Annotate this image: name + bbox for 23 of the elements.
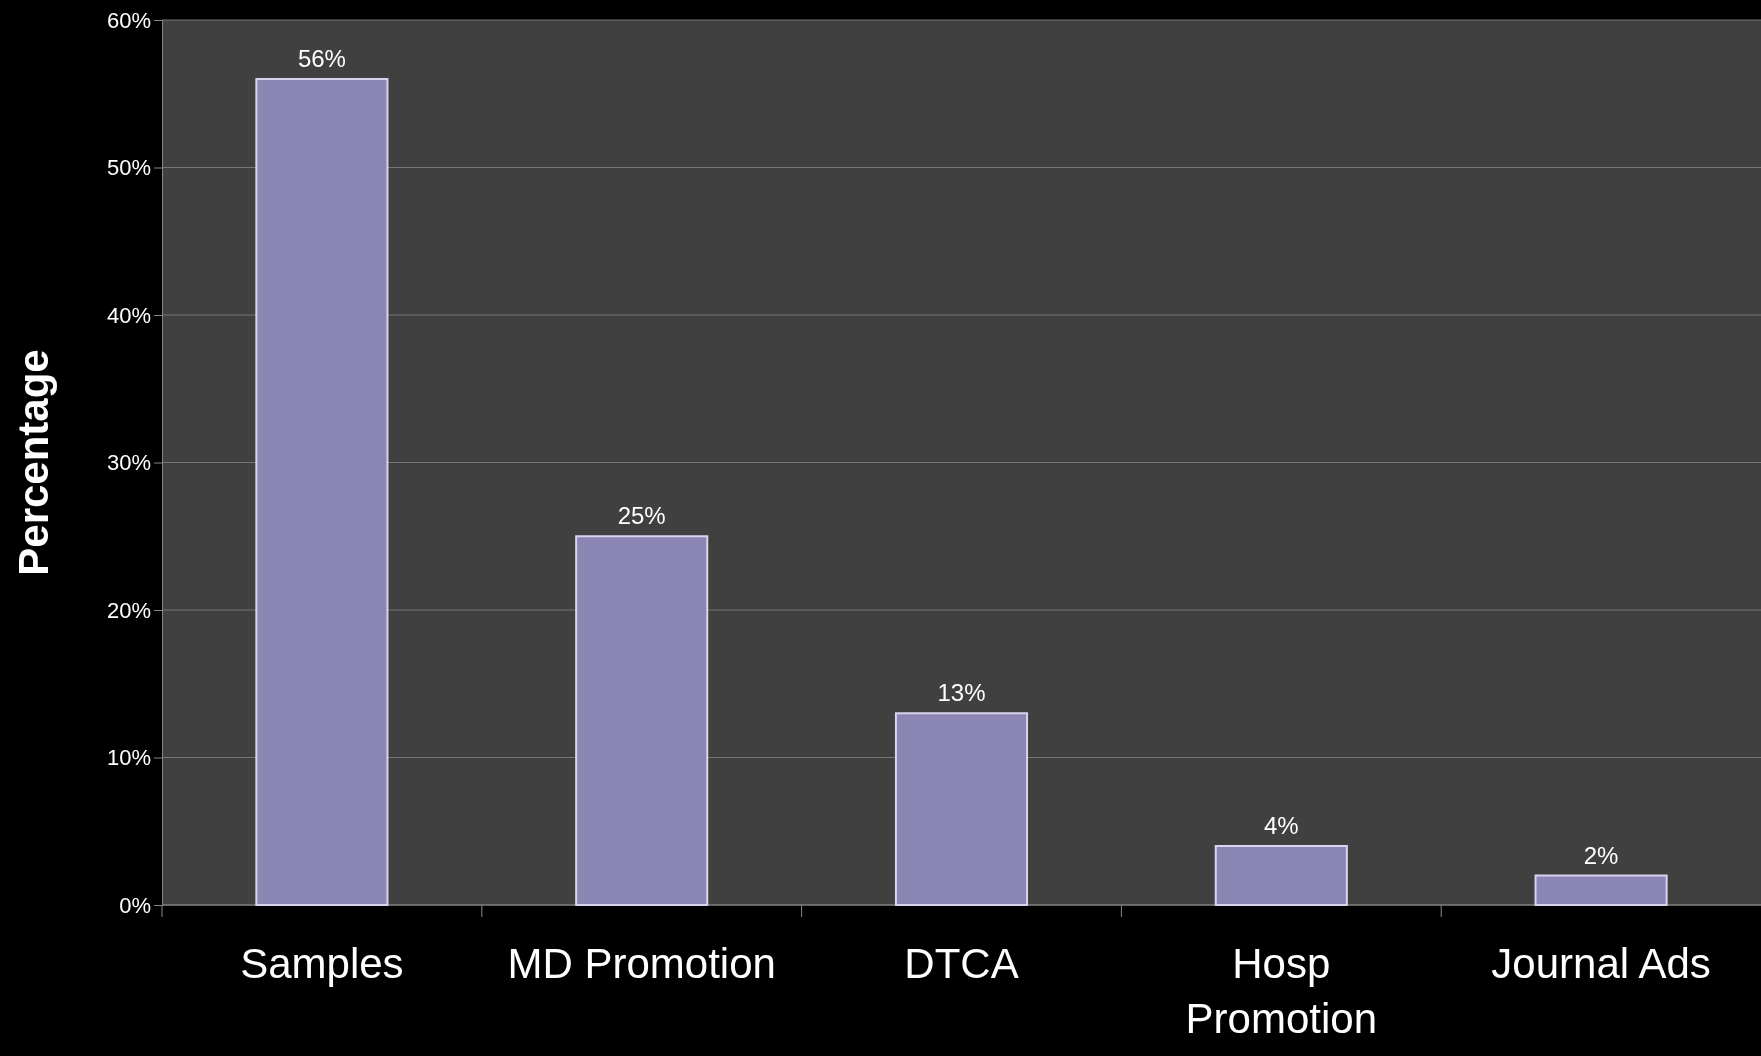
bar bbox=[1534, 874, 1668, 906]
y-tick-label: 10% bbox=[106, 745, 151, 771]
data-label: 56% bbox=[297, 45, 346, 72]
bar bbox=[894, 712, 1029, 906]
y-tick-label: 60% bbox=[106, 7, 151, 33]
y-tick-label: 30% bbox=[106, 450, 151, 476]
y-axis-title: Percentage bbox=[10, 349, 57, 576]
y-tick-label: 20% bbox=[106, 597, 151, 623]
x-tick-label: Samples bbox=[240, 940, 404, 987]
bar bbox=[575, 535, 709, 906]
y-tick-label: 40% bbox=[106, 302, 151, 328]
y-tick-label: 0% bbox=[119, 892, 151, 918]
data-label: 13% bbox=[937, 679, 986, 707]
data-label: 25% bbox=[617, 502, 666, 530]
x-tick-label: Hosp Promotion bbox=[1185, 940, 1378, 1042]
bar bbox=[255, 78, 389, 906]
bar bbox=[1214, 845, 1348, 906]
data-label: 4% bbox=[1263, 812, 1299, 839]
x-tick-label: DTCA bbox=[904, 940, 1019, 987]
data-label: 2% bbox=[1583, 841, 1619, 869]
x-tick-label: MD Promotion bbox=[507, 940, 776, 987]
y-tick-label: 50% bbox=[106, 155, 151, 181]
x-tick-label: Journal Ads bbox=[1491, 940, 1711, 987]
